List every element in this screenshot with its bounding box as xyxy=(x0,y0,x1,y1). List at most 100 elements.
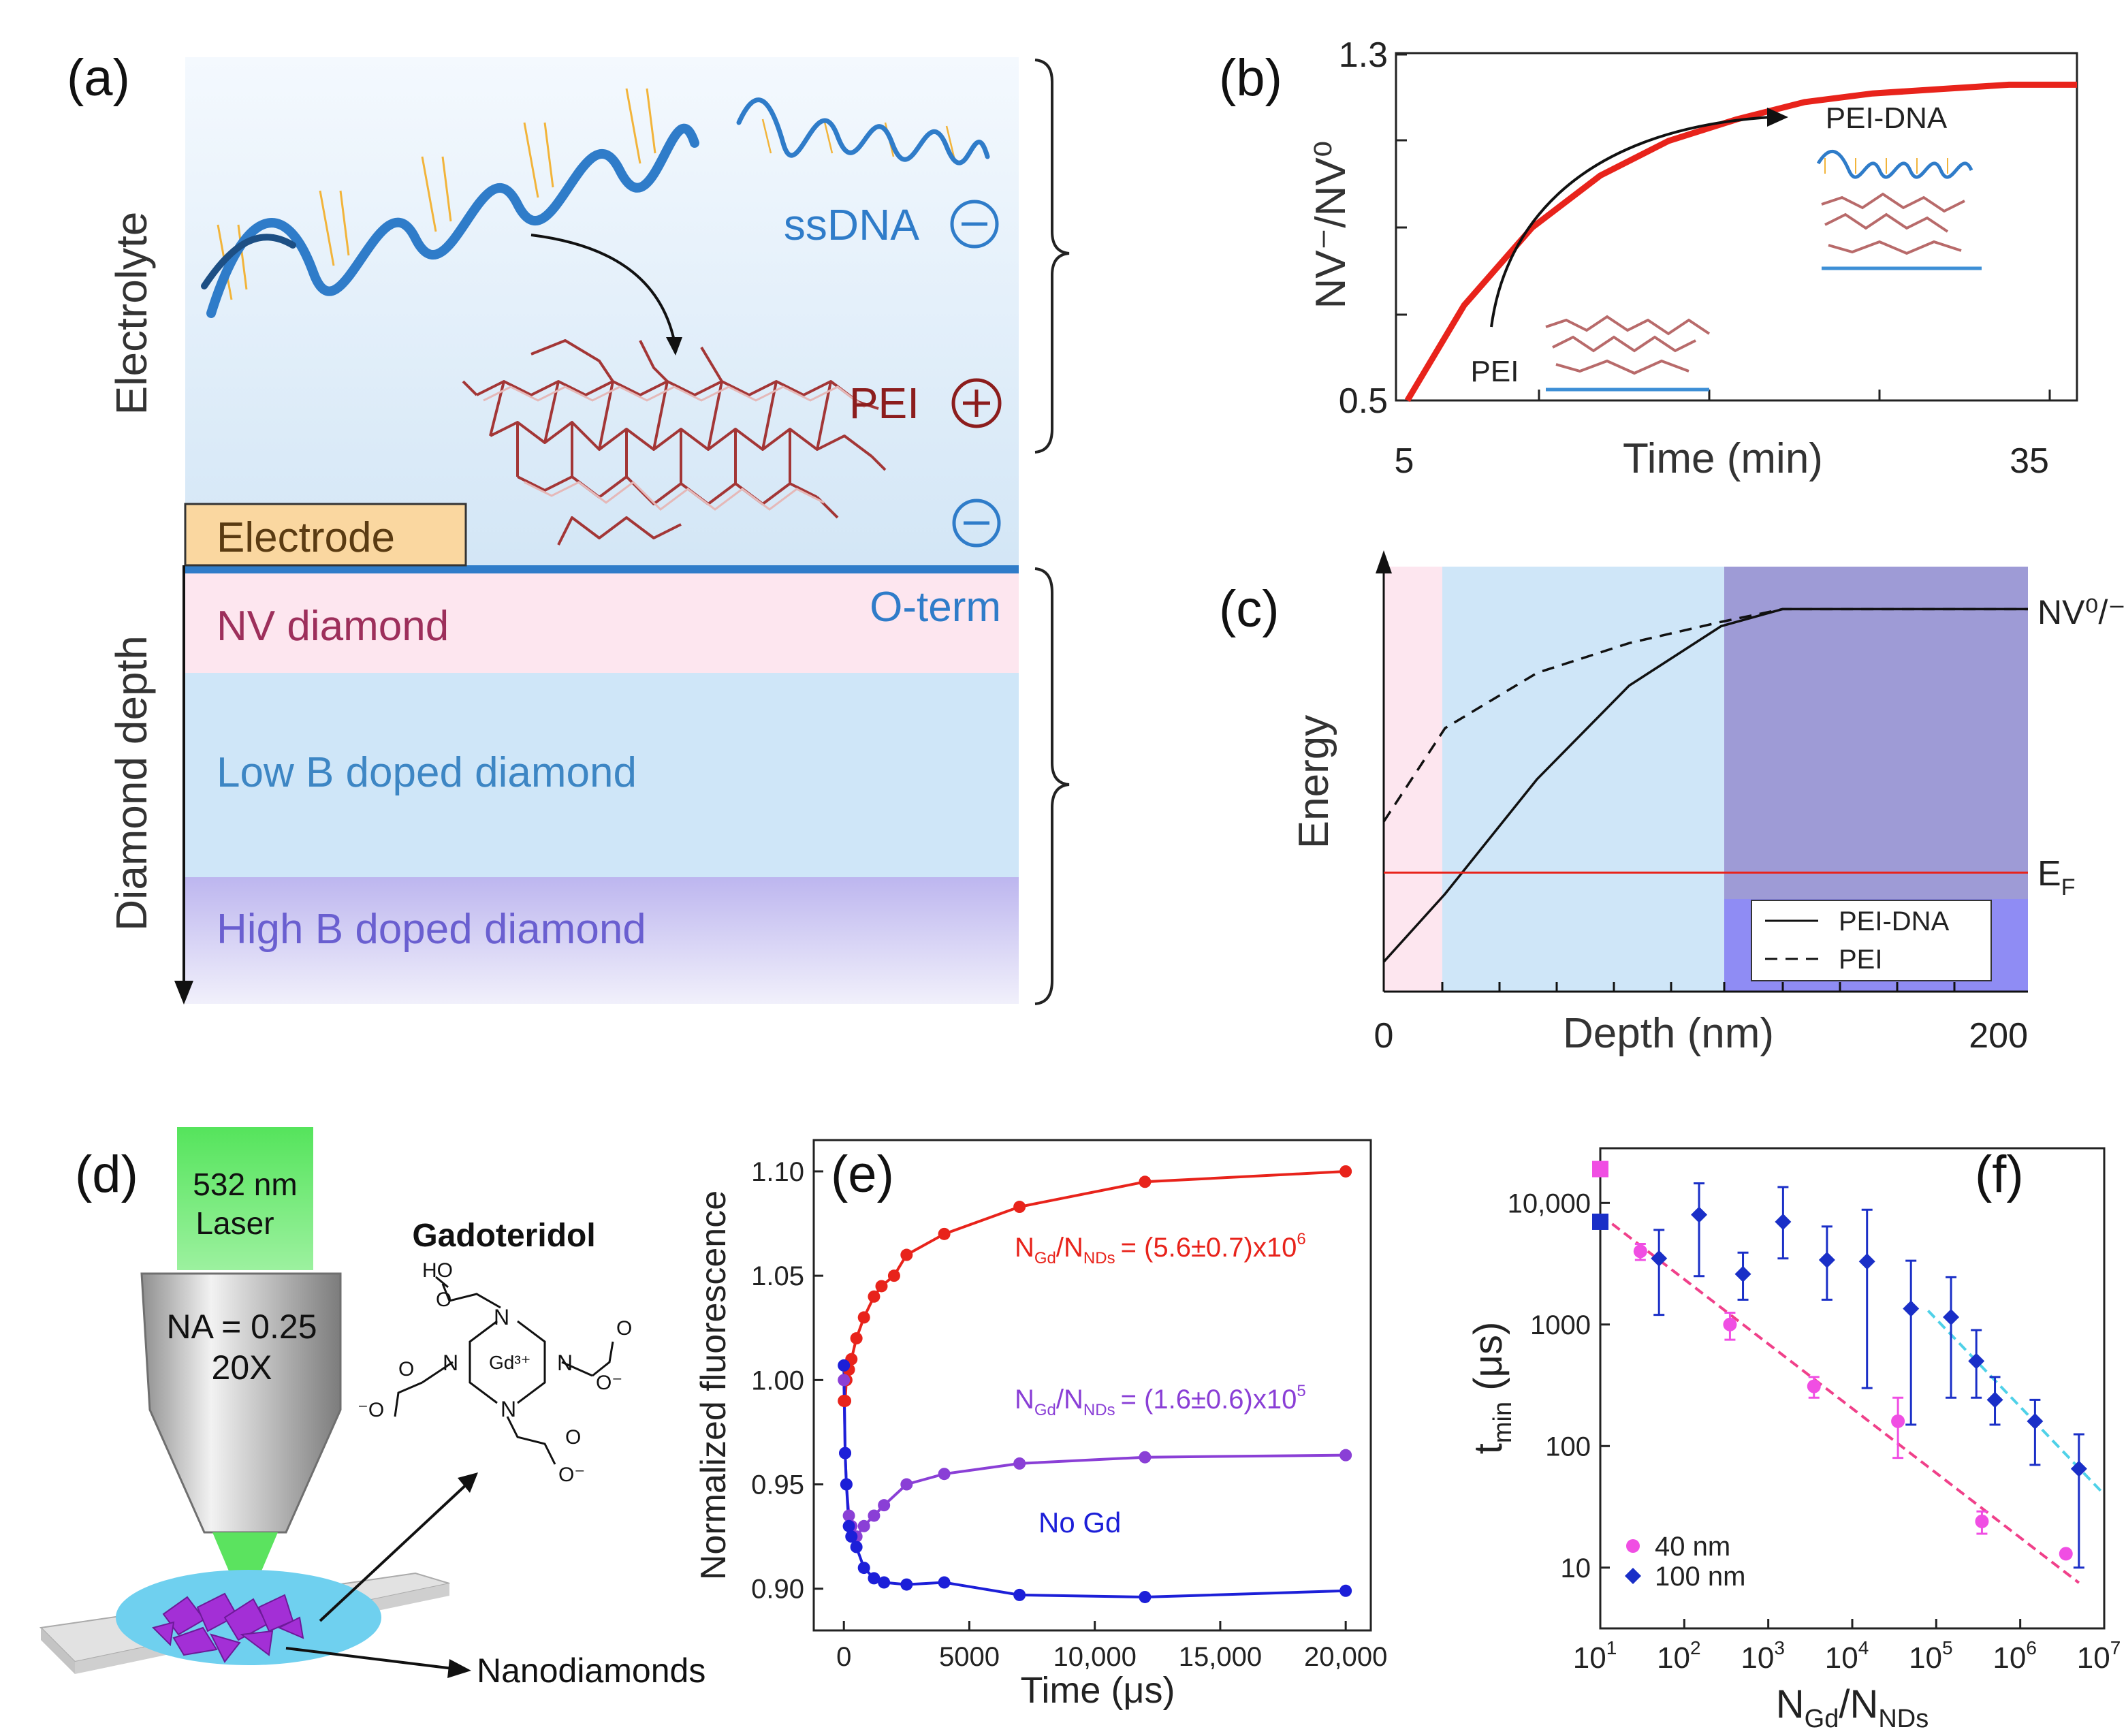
chem-n-right: N xyxy=(557,1351,573,1375)
b-xlabel: Time (min) xyxy=(1623,435,1823,482)
e-ytick-label: 1.00 xyxy=(751,1366,804,1395)
e-data-point xyxy=(938,1227,951,1240)
f-data-point-100 xyxy=(2027,1413,2044,1430)
b-xtick-right: 35 xyxy=(2010,441,2049,481)
c-ylabel: Energy xyxy=(1290,715,1337,849)
f-xlabel-gd: Gd xyxy=(1805,1705,1839,1733)
e-ann-pur-exp: 5 xyxy=(1297,1382,1305,1400)
f-xtick-label: 102 xyxy=(1657,1637,1701,1675)
panel-f-chart: (f) 101 102 103 104 105 106 107 10 100 1000 10,000… xyxy=(1466,1146,2121,1733)
panel-c-label: (c) xyxy=(1219,580,1280,638)
e-ytick-label: 1.10 xyxy=(751,1157,804,1187)
f-ylabel-t: t xyxy=(1466,1443,1510,1454)
chem-ominus-bottom: O⁻ xyxy=(558,1464,585,1486)
e-data-point xyxy=(839,1447,852,1459)
e-fit-curve-0 xyxy=(844,1170,1346,1402)
panel-e-label: (e) xyxy=(831,1146,894,1203)
f-data-point-100 xyxy=(1903,1300,1920,1317)
e-ann-red-nds: NDs xyxy=(1083,1249,1115,1267)
na-text-1: NA = 0.25 xyxy=(167,1308,317,1346)
e-ann-pur-sep: /N xyxy=(1056,1385,1083,1415)
c-pei-curve xyxy=(1382,607,2028,823)
e-ytick-label: 0.90 xyxy=(751,1575,804,1605)
e-ann-red-n1: N xyxy=(1015,1233,1034,1263)
panel-b: (b) 1.3 0.5 5 35 Time (min) NV⁻/NV⁰ PEI … xyxy=(1171,0,2125,518)
e-ytick-label: 0.95 xyxy=(751,1470,804,1500)
e-data-point xyxy=(900,1578,913,1591)
na-text-2: 20X xyxy=(212,1348,272,1387)
e-data-point xyxy=(900,1478,913,1491)
e-ann-red-sep: /N xyxy=(1056,1233,1083,1263)
electrolyte-region xyxy=(185,57,1019,568)
f-data-point-100 xyxy=(2070,1460,2087,1477)
electrolyte-label: Electrolyte xyxy=(107,212,156,415)
high-b-label: High B doped diamond xyxy=(217,906,646,953)
f-ylabel-unit: (μs) xyxy=(1466,1322,1510,1402)
e-annotation-purple: NGd/NNDs = (1.6±0.6)x105 xyxy=(1015,1382,1306,1419)
e-ann-pur-main: = (1.6±0.6)x10 xyxy=(1121,1385,1297,1415)
objective-lens-icon xyxy=(140,1272,342,1534)
laser-text-1: 532 nm xyxy=(193,1167,297,1202)
panel-b-label: (b) xyxy=(1219,49,1282,107)
panel-a: (a) Electrolyte Diamond depth ssDNA PEI … xyxy=(0,0,1090,1022)
e-xtick-label: 5000 xyxy=(939,1642,1000,1672)
c-ef-label: EF xyxy=(2037,854,2075,900)
e-data-point xyxy=(1339,1165,1352,1178)
f-xtick-exp: 7 xyxy=(2110,1637,2121,1658)
panel-d-label: (d) xyxy=(75,1146,138,1203)
f-legend-40: 40 nm xyxy=(1655,1532,1730,1562)
panel-a-label: (a) xyxy=(67,49,130,107)
c-xtick-0: 0 xyxy=(1374,1016,1394,1056)
f-xtick-exp: 2 xyxy=(1690,1637,1701,1658)
e-data-point xyxy=(1013,1588,1026,1601)
low-b-layer xyxy=(185,673,1019,877)
f-fit-line-1 xyxy=(1926,1310,2106,1496)
b-pei-label: PEI xyxy=(1471,355,1519,388)
e-axes xyxy=(812,1139,1372,1632)
oterm-label: O-term xyxy=(870,584,1001,631)
depth-arrow-icon xyxy=(174,981,193,1005)
chem-n-bottom: N xyxy=(501,1397,516,1421)
nv-diamond-label: NV diamond xyxy=(217,603,449,650)
e-annotation-blue: No Gd xyxy=(1038,1506,1121,1538)
f-data-points xyxy=(1592,1161,2087,1569)
chem-o-1: O xyxy=(436,1289,451,1311)
e-data-point xyxy=(839,1394,852,1407)
pei-label: PEI xyxy=(849,379,919,428)
electrolyte-brace xyxy=(1034,59,1070,454)
to-nanodiamonds-arrow xyxy=(285,1647,454,1670)
f-ticks: 101 102 103 104 105 106 107 10 100 1000 10,000 xyxy=(1508,1188,2121,1675)
to-molecule-arrow xyxy=(319,1480,471,1622)
panel-e-chart: (e) 0 5000 10,000 15,000 20,000 0.90 0.95 1.00 1… xyxy=(694,1139,1387,1711)
e-data-point xyxy=(1013,1201,1026,1214)
e-data-point xyxy=(842,1519,855,1532)
e-data-point xyxy=(838,1374,851,1387)
f-legend: 40 nm 100 nm xyxy=(1625,1532,1745,1592)
e-data-point xyxy=(938,1468,951,1481)
f-xtick-label: 106 xyxy=(1993,1637,2037,1675)
e-fit-curve-2 xyxy=(842,1365,1346,1599)
chem-o-2: O xyxy=(398,1358,414,1380)
f-xtick-exp: 4 xyxy=(1858,1637,1869,1658)
f-fit-lines xyxy=(1599,1214,2106,1584)
f-data-point-100 xyxy=(1943,1308,1960,1325)
e-data-point xyxy=(1139,1590,1152,1603)
e-ann-pur-gd: Gd xyxy=(1034,1401,1056,1419)
f-data-point-40 xyxy=(1592,1161,1608,1178)
ssdna-label: ssDNA xyxy=(784,200,919,249)
chem-n-top: N xyxy=(494,1305,509,1329)
nanodiamond-cluster-icon xyxy=(152,1592,304,1663)
b-ytick-top: 1.3 xyxy=(1339,35,1388,75)
b-ytick-bottom: 0.5 xyxy=(1339,381,1388,421)
f-xtick-exp: 5 xyxy=(1942,1637,1953,1658)
dna-helix-large xyxy=(201,88,699,318)
f-xlabel-n: N xyxy=(1776,1682,1805,1726)
e-data-point xyxy=(868,1290,880,1303)
c-y-arrow-icon xyxy=(1376,550,1392,573)
f-fit-line-0 xyxy=(1599,1214,2080,1584)
to-molecule-arrow-head-icon xyxy=(458,1472,478,1493)
e-data-point xyxy=(842,1509,855,1522)
pei-molecule-shadow xyxy=(483,385,866,511)
f-ytick-label: 100 xyxy=(1545,1432,1591,1462)
c-xlabel: Depth (nm) xyxy=(1563,1010,1774,1057)
